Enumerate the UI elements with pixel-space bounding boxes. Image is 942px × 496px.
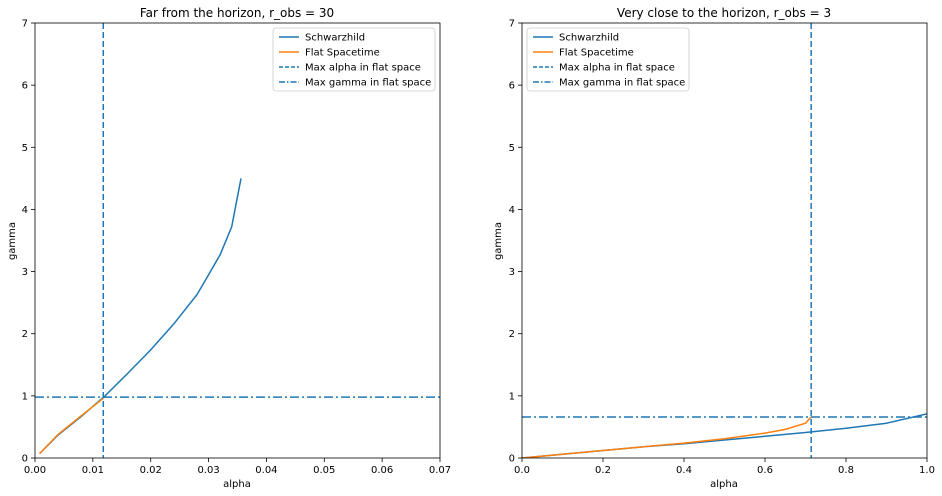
chart-title: Far from the horizon, r_obs = 30: [140, 6, 334, 20]
plot-frame: [521, 22, 928, 459]
legend-box: [526, 27, 690, 92]
legend-box: [272, 27, 436, 92]
y-axis-label: gamma: [7, 222, 18, 260]
y-tick-label: 3: [509, 267, 515, 278]
legend-entry: Max alpha in flat space: [559, 63, 675, 74]
series-line-flat-spacetime: [522, 416, 812, 458]
y-tick-label: 6: [22, 81, 28, 92]
x-tick-label: 0.4: [676, 465, 692, 476]
legend-entry: Flat Spacetime: [559, 48, 634, 59]
x-tick-label: 0.03: [197, 465, 219, 476]
legend-entry: Schwarzhild: [559, 33, 619, 44]
chart-title: Very close to the horizon, r_obs = 3: [617, 6, 831, 20]
chart-panel-close: Very close to the horizon, r_obs = 3 alp…: [493, 6, 935, 490]
y-tick-label: 2: [22, 329, 28, 340]
legend-entry: Flat Spacetime: [305, 48, 380, 59]
x-tick-label: 0.0: [514, 465, 530, 476]
y-tick-label: 6: [509, 81, 515, 92]
y-axis-label: gamma: [493, 222, 504, 260]
x-axis-label: alpha: [710, 479, 738, 490]
x-tick-label: 0.2: [595, 465, 611, 476]
x-tick-label: 0.8: [838, 465, 854, 476]
plot-frame: [34, 22, 441, 459]
x-tick-label: 0.6: [757, 465, 773, 476]
x-tick-label: 0.05: [313, 465, 335, 476]
legend-entry: Max alpha in flat space: [305, 63, 421, 74]
plot-area: [522, 23, 927, 458]
x-tick-label: 0.01: [82, 465, 104, 476]
legend: Schwarzhild Flat Spacetime Max alpha in fl…: [272, 27, 436, 92]
legend-entry: Schwarzhild: [305, 33, 365, 44]
legend: Schwarzhild Flat Spacetime Max alpha in fl…: [526, 27, 690, 92]
legend-entry: Max gamma in flat space: [305, 78, 431, 89]
y-tick-label: 1: [22, 391, 28, 402]
y-tick-label: 5: [22, 143, 28, 154]
y-tick-label: 4: [509, 205, 515, 216]
series-line-flat-spacetime: [39, 397, 104, 455]
x-tick-label: 0.07: [429, 465, 451, 476]
x-axis-label: alpha: [223, 479, 251, 490]
y-tick-label: 7: [509, 19, 515, 30]
y-tick-label: 7: [22, 19, 28, 30]
y-tick-label: 5: [509, 143, 515, 154]
chart-panel-far: Far from the horizon, r_obs = 30 alpha g…: [7, 6, 451, 490]
plot-area: [35, 23, 440, 458]
x-tick-label: 1.0: [919, 465, 935, 476]
y-tick-label: 0: [22, 454, 28, 465]
x-tick-label: 0.00: [24, 465, 46, 476]
y-tick-label: 1: [509, 391, 515, 402]
x-tick-label: 0.02: [140, 465, 162, 476]
y-tick-label: 4: [22, 205, 28, 216]
x-tick-label: 0.06: [371, 465, 393, 476]
y-tick-label: 0: [509, 454, 515, 465]
legend-entry: Max gamma in flat space: [559, 78, 685, 89]
y-tick-label: 3: [22, 267, 28, 278]
y-tick-label: 2: [509, 329, 515, 340]
x-tick-label: 0.04: [255, 465, 277, 476]
